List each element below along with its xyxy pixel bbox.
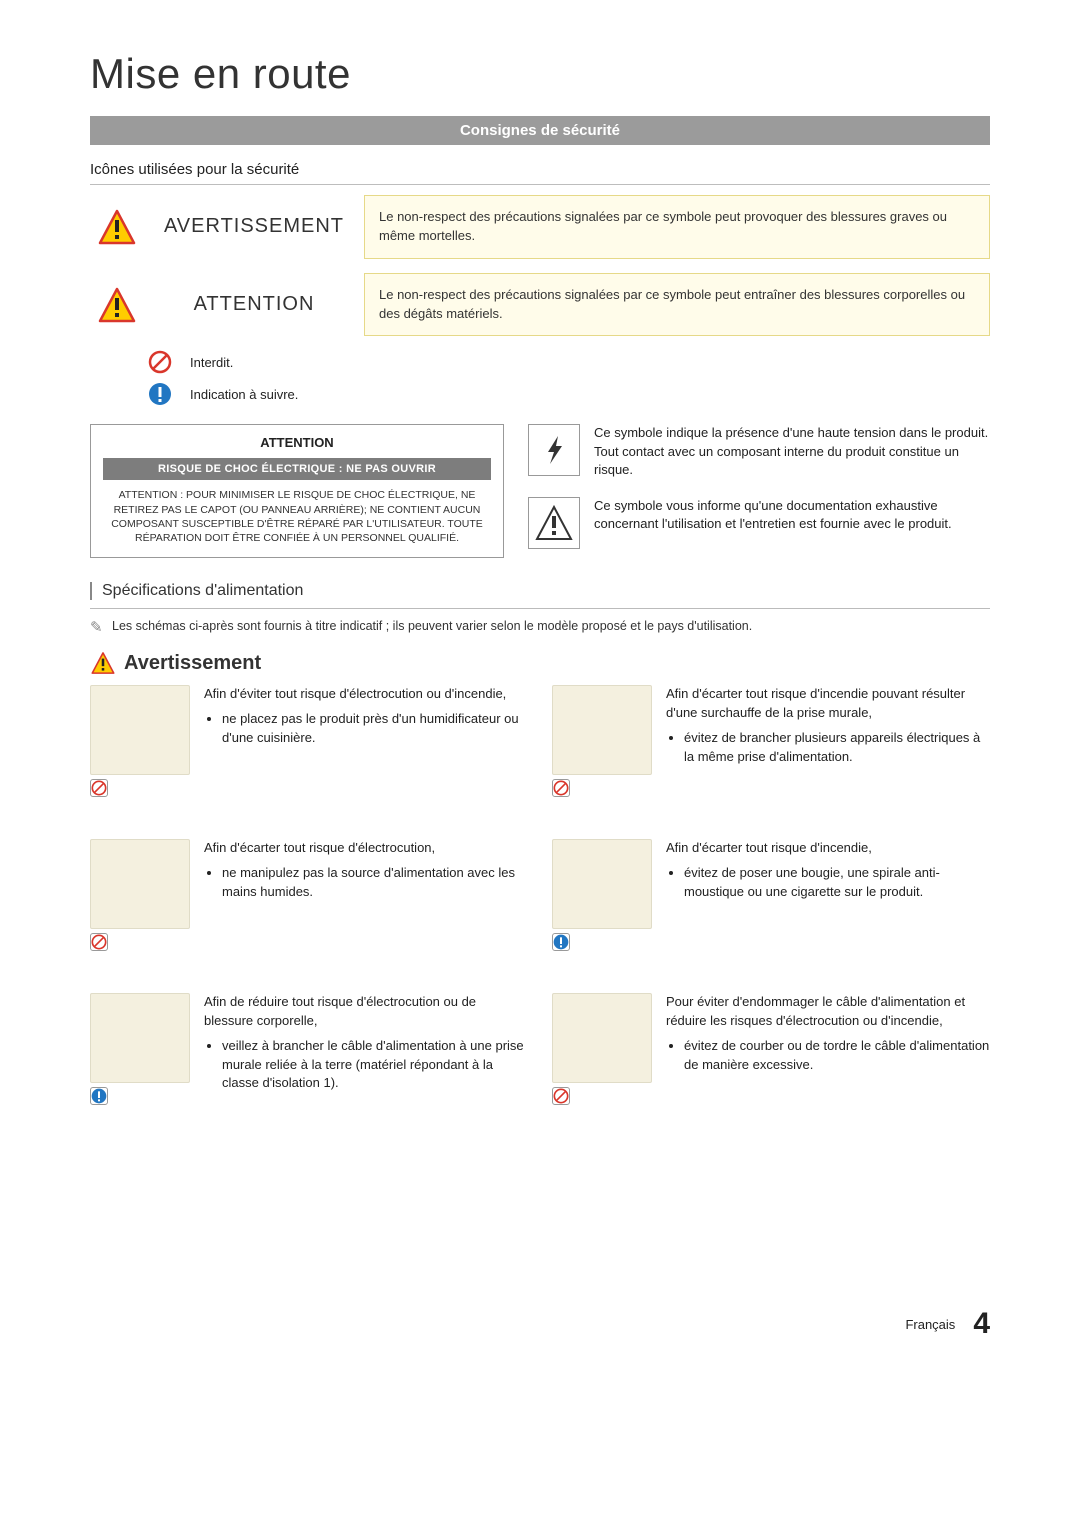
avertissement-heading-text: Avertissement (124, 652, 261, 675)
warning-bullet: ne placez pas le produit près d'un humid… (222, 710, 528, 748)
warning-item: Afin d'éviter tout risque d'électrocutio… (90, 685, 528, 799)
warning-lead: Afin d'écarter tout risque d'électrocuti… (204, 839, 528, 858)
symbol-triangle: Ce symbole vous informe qu'une documenta… (528, 497, 990, 549)
row-interdit: Interdit. (140, 350, 990, 374)
prohibit-icon (90, 933, 108, 951)
info-icon (90, 1087, 108, 1105)
triangle-outline-icon (534, 504, 574, 542)
symbol-triangle-text: Ce symbole vous informe qu'une documenta… (594, 497, 990, 549)
warning-item: Pour éviter d'endommager le câble d'alim… (552, 993, 990, 1107)
footer-page-number: 4 (973, 1307, 990, 1341)
warning-illustration (90, 993, 190, 1083)
attention-callout: Le non-respect des précautions signalées… (364, 273, 990, 337)
attention-label: ATTENTION (144, 273, 364, 337)
info-icon (148, 382, 172, 406)
warning-illustration (552, 993, 652, 1083)
section-bar: Consignes de sécurité (90, 116, 990, 145)
indication-text: Indication à suivre. (190, 387, 298, 402)
page-title: Mise en route (90, 50, 990, 98)
interdit-text: Interdit. (190, 355, 233, 370)
warning-lead: Afin d'éviter tout risque d'électrocutio… (204, 685, 528, 704)
warning-bullet: évitez de poser une bougie, une spirale … (684, 864, 990, 902)
bolt-icon (536, 430, 572, 470)
note-line: Les schémas ci-après sont fournis à titr… (112, 619, 990, 633)
symbol-bolt: Ce symbole indique la présence d'une hau… (528, 424, 990, 479)
avertissement-heading: Avertissement (90, 651, 990, 675)
warning-item: Afin d'écarter tout risque d'incendie, év… (552, 839, 990, 953)
warning-bullet: évitez de courber ou de tordre le câble … (684, 1037, 990, 1075)
avertissement-label: AVERTISSEMENT (144, 195, 364, 259)
warning-illustration (552, 839, 652, 929)
attention-box-band: RISQUE DE CHOC ÉLECTRIQUE : NE PAS OUVRI… (103, 458, 491, 480)
warning-lead: Afin d'écarter tout risque d'incendie, (666, 839, 990, 858)
warning-text: Afin de réduire tout risque d'électrocut… (204, 993, 528, 1107)
attention-box: ATTENTION RISQUE DE CHOC ÉLECTRIQUE : NE… (90, 424, 504, 558)
avertissement-callout: Le non-respect des précautions signalées… (364, 195, 990, 259)
warning-bullet: ne manipulez pas la source d'alimentatio… (222, 864, 528, 902)
spec-head: Spécifications d'alimentation (90, 582, 990, 600)
warning-text: Afin d'écarter tout risque d'incendie po… (666, 685, 990, 799)
row-avertissement: AVERTISSEMENT Le non-respect des précaut… (90, 195, 990, 259)
warning-lead: Pour éviter d'endommager le câble d'alim… (666, 993, 990, 1031)
warning-bullet: évitez de brancher plusieurs appareils é… (684, 729, 990, 767)
page-footer: Français 4 (90, 1307, 990, 1341)
warning-illustration (90, 685, 190, 775)
warning-item: Afin d'écarter tout risque d'incendie po… (552, 685, 990, 799)
warning-lead: Afin de réduire tout risque d'électrocut… (204, 993, 528, 1031)
warning-item: Afin d'écarter tout risque d'électrocuti… (90, 839, 528, 953)
symbol-bolt-text: Ce symbole indique la présence d'une hau… (594, 424, 990, 479)
warning-illustration (552, 685, 652, 775)
spec-rule (90, 608, 990, 609)
warning-text: Afin d'écarter tout risque d'incendie, év… (666, 839, 990, 953)
warning-text: Afin d'écarter tout risque d'électrocuti… (204, 839, 528, 953)
warning-triangle-icon (90, 651, 116, 675)
warning-grid: Afin d'éviter tout risque d'électrocutio… (90, 685, 990, 1107)
warning-illustration (90, 839, 190, 929)
row-attention: ATTENTION Le non-respect des précautions… (90, 273, 990, 337)
footer-lang: Français (905, 1317, 955, 1332)
prohibit-icon (148, 350, 172, 374)
warning-item: Afin de réduire tout risque d'électrocut… (90, 993, 528, 1107)
info-icon (552, 933, 570, 951)
attention-box-body: ATTENTION : POUR MINIMISER LE RISQUE DE … (103, 488, 491, 545)
attention-box-head: ATTENTION (103, 435, 491, 450)
attention-triangle-icon (97, 286, 137, 324)
prohibit-icon (90, 779, 108, 797)
warning-bullet: veillez à brancher le câble d'alimentati… (222, 1037, 528, 1094)
row-indication: Indication à suivre. (140, 382, 990, 406)
warning-triangle-icon (97, 208, 137, 246)
warning-lead: Afin d'écarter tout risque d'incendie po… (666, 685, 990, 723)
warning-text: Afin d'éviter tout risque d'électrocutio… (204, 685, 528, 799)
prohibit-icon (552, 1087, 570, 1105)
icons-subhead: Icônes utilisées pour la sécurité (90, 161, 990, 185)
prohibit-icon (552, 779, 570, 797)
warning-text: Pour éviter d'endommager le câble d'alim… (666, 993, 990, 1107)
